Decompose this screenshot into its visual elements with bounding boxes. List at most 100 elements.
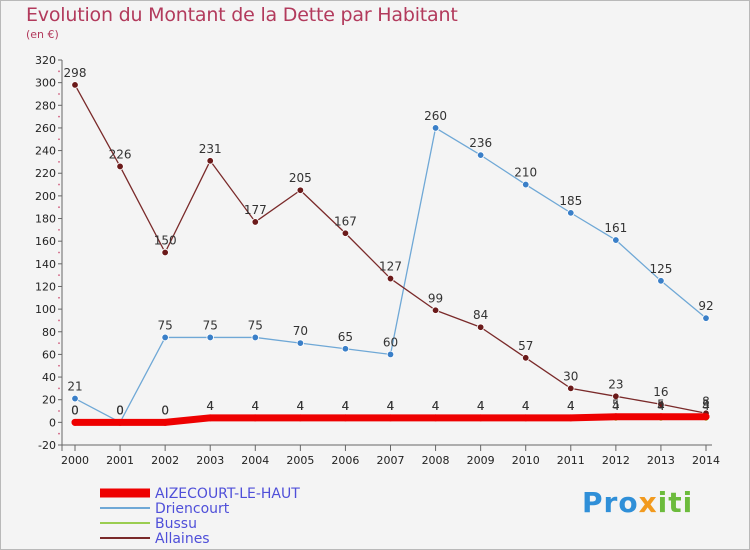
data-label: 0 xyxy=(71,403,79,417)
data-point xyxy=(431,124,440,132)
data-label: 4 xyxy=(657,399,665,413)
y-minor-tick xyxy=(58,432,60,435)
data-label: 0 xyxy=(116,403,124,417)
data-point xyxy=(71,81,79,89)
data-point xyxy=(432,414,440,422)
data-point xyxy=(476,323,485,331)
data-point xyxy=(567,414,575,422)
data-point xyxy=(386,350,395,359)
y-minor-tick xyxy=(58,274,60,277)
data-label: 0 xyxy=(116,403,124,417)
data-point xyxy=(702,413,710,421)
data-label: 16 xyxy=(653,385,668,399)
data-label: 4 xyxy=(251,399,259,413)
data-label: 177 xyxy=(244,203,267,217)
data-point xyxy=(657,277,665,285)
data-label: 57 xyxy=(518,339,533,353)
data-point xyxy=(161,333,169,342)
y-minor-tick xyxy=(58,161,60,163)
data-point xyxy=(702,314,710,322)
x-tick-label: 2001 xyxy=(106,454,134,467)
logo-part-1: Pro xyxy=(582,486,639,519)
data-label: 4 xyxy=(297,399,305,413)
data-point xyxy=(161,418,169,426)
data-label: 0 xyxy=(116,403,124,417)
data-label: 236 xyxy=(469,136,492,150)
data-point xyxy=(657,413,665,421)
data-label: 4 xyxy=(206,399,214,413)
data-label: 210 xyxy=(514,166,537,180)
data-label: 84 xyxy=(473,308,488,322)
y-tick-label: 80 xyxy=(42,326,56,339)
data-point xyxy=(341,414,349,422)
legend-label: Driencourt xyxy=(155,501,230,517)
data-point xyxy=(431,306,440,314)
y-minor-tick xyxy=(58,251,60,254)
x-tick-label: 2008 xyxy=(422,454,450,467)
data-label: 4 xyxy=(342,399,350,413)
x-tick-label: 2010 xyxy=(512,454,540,467)
data-point xyxy=(206,157,214,165)
data-point xyxy=(251,414,259,422)
y-minor-tick xyxy=(58,70,60,73)
data-point xyxy=(71,394,79,403)
y-tick-label: 60 xyxy=(42,348,56,361)
y-minor-tick xyxy=(58,342,60,344)
y-tick-label: 280 xyxy=(35,99,56,112)
logo-part-2: x xyxy=(638,486,658,519)
x-tick-label: 2005 xyxy=(286,454,314,467)
data-label: 4 xyxy=(567,399,575,413)
data-label: 125 xyxy=(649,262,672,276)
data-point xyxy=(251,218,259,226)
data-label: 75 xyxy=(158,318,173,332)
y-tick-label: 140 xyxy=(35,258,56,271)
y-tick-label: 40 xyxy=(42,371,56,384)
y-tick-label: 240 xyxy=(35,145,56,158)
y-tick-label: 180 xyxy=(35,213,56,226)
data-label: 4 xyxy=(387,399,395,413)
data-label: 4 xyxy=(522,399,530,413)
y-minor-tick xyxy=(58,93,60,95)
x-tick-label: 2002 xyxy=(151,454,179,467)
data-label: 21 xyxy=(67,380,82,394)
data-label: 65 xyxy=(338,330,353,344)
data-point xyxy=(161,248,169,257)
data-point xyxy=(657,400,665,408)
y-minor-tick xyxy=(58,228,60,231)
data-point xyxy=(522,180,530,189)
axes: -200204060801001201401601802002202402602… xyxy=(35,54,720,467)
y-minor-tick xyxy=(58,387,60,390)
data-label: 161 xyxy=(604,221,627,235)
data-label: 127 xyxy=(379,260,402,274)
data-point xyxy=(206,333,214,342)
data-label: 0 xyxy=(161,403,169,417)
y-minor-tick xyxy=(58,138,60,141)
data-label: 231 xyxy=(199,142,222,156)
data-label: 5 xyxy=(612,398,620,412)
data-label: 92 xyxy=(698,299,713,313)
data-label: 4 xyxy=(251,399,259,413)
x-tick-label: 2006 xyxy=(331,454,359,467)
data-label: 4 xyxy=(432,399,440,413)
data-point xyxy=(206,414,214,422)
series-layer xyxy=(71,81,710,427)
data-point xyxy=(386,274,395,283)
data-label: 0 xyxy=(161,403,169,417)
x-tick-label: 2007 xyxy=(377,454,405,467)
y-minor-tick xyxy=(58,296,60,299)
x-tick-label: 2000 xyxy=(61,454,89,467)
y-tick-label: 300 xyxy=(35,77,56,90)
data-label: 4 xyxy=(702,399,710,413)
series-line-allaines xyxy=(74,84,707,414)
legend-label: AIZECOURT-LE-HAUT xyxy=(155,486,300,502)
y-tick-label: 160 xyxy=(35,235,56,248)
data-label: 298 xyxy=(64,66,87,80)
data-label: 23 xyxy=(608,377,623,391)
data-point xyxy=(477,414,485,422)
data-label: 5 xyxy=(702,398,710,412)
data-label: 167 xyxy=(334,214,357,228)
x-tick-label: 2014 xyxy=(692,454,720,467)
data-label: 205 xyxy=(289,171,312,185)
